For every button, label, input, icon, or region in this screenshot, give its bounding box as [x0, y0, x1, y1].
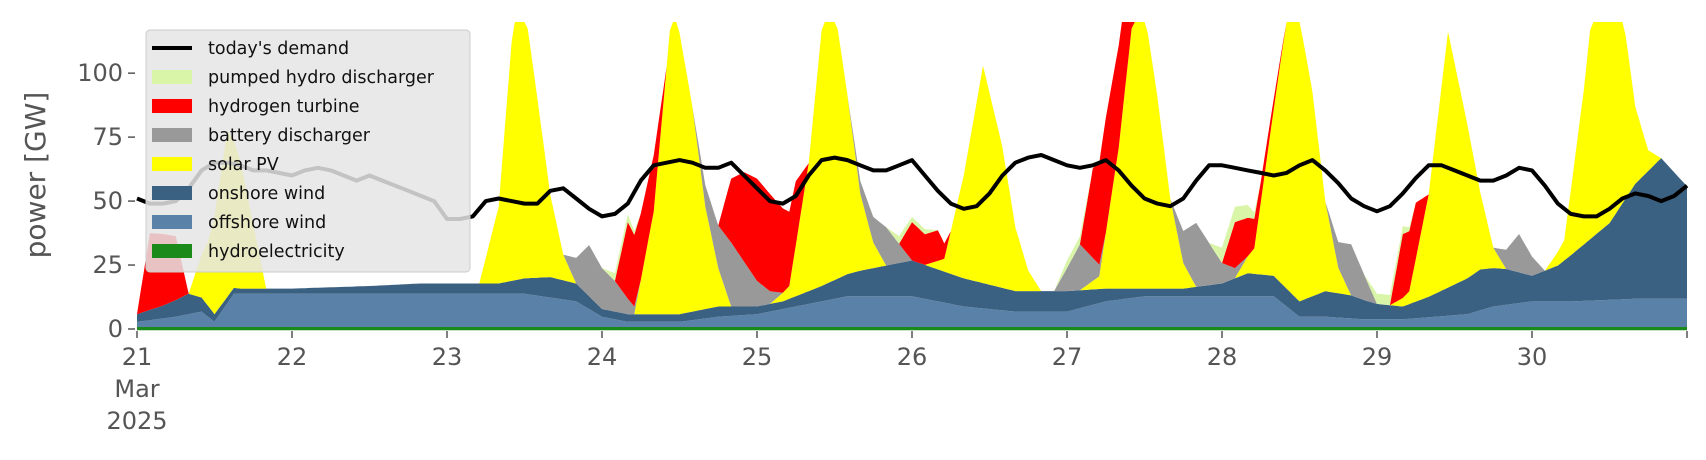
legend-swatch	[152, 70, 192, 84]
legend-swatch	[152, 244, 192, 258]
area-offshore-wind	[137, 293, 1687, 327]
stacked-area-series	[137, 22, 1687, 329]
area-hydroelectricity	[137, 327, 1687, 329]
area-hydrogen-turbine	[137, 22, 1687, 315]
x-tick-label: 28	[1207, 343, 1238, 371]
legend-swatch	[152, 215, 192, 229]
legend-label: hydrogen turbine	[208, 97, 360, 117]
y-tick-label: 25	[92, 251, 123, 279]
legend-swatch	[152, 128, 192, 142]
area-onshore-wind	[137, 158, 1687, 322]
legend-label: onshore wind	[208, 184, 325, 204]
legend-swatch	[152, 157, 192, 171]
y-tick-label: 50	[92, 187, 123, 215]
y-tick-label: 0	[108, 315, 123, 343]
x-tick-label: 27	[1052, 343, 1083, 371]
legend-label: battery discharger	[208, 126, 371, 146]
legend-swatch	[152, 186, 192, 200]
x-tick-label: 25	[742, 343, 773, 371]
x-tick-sublabel: Mar	[114, 375, 159, 403]
x-tick-label: 21	[122, 343, 153, 371]
x-tick-label: 24	[587, 343, 618, 371]
legend-label: today's demand	[208, 39, 349, 59]
legend-label: solar PV	[208, 155, 279, 175]
y-tick-label: 75	[92, 123, 123, 151]
x-tick-label: 23	[432, 343, 463, 371]
legend: today's demand pumped hydro discharger hyd…	[145, 29, 471, 273]
x-tick-label: 29	[1362, 343, 1393, 371]
x-tick-label: 30	[1517, 343, 1548, 371]
legend-label: hydroelectricity	[208, 242, 345, 262]
y-axis: 0 25 50 75 100	[77, 59, 135, 343]
area-solar-pv	[137, 22, 1687, 315]
legend-box	[145, 29, 471, 273]
legend-label: offshore wind	[208, 213, 326, 233]
x-tick-label: 22	[277, 343, 308, 371]
legend-label: pumped hydro discharger	[208, 68, 435, 88]
legend-swatch	[152, 99, 192, 113]
x-tick-sublabel: 2025	[106, 407, 167, 435]
y-tick-label: 100	[77, 59, 123, 87]
y-axis-label: power [GW]	[19, 92, 52, 259]
x-axis: 21 Mar 2025 22 23 24 25 26 27 28 29 30	[106, 328, 1688, 435]
x-tick-label: 26	[897, 343, 928, 371]
